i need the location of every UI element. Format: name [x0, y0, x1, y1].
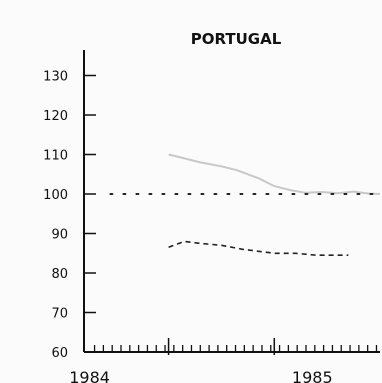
x-tick-label: 1984 — [69, 368, 110, 383]
series-layer — [109, 153, 381, 256]
y-tick-label: 90 — [51, 228, 68, 243]
y-tick-label: 100 — [43, 188, 68, 203]
ticks: 60 70 80 90 100 110 120 130 1984 1985 — [43, 70, 378, 383]
series-line-1 — [168, 153, 381, 195]
y-tick-label: 80 — [51, 267, 68, 282]
y-tick-label: 120 — [43, 109, 68, 124]
y-tick-label: 60 — [51, 346, 68, 361]
axes — [83, 50, 380, 353]
x-tick-label: 1985 — [292, 368, 333, 383]
series-line-3 — [168, 240, 349, 256]
chart-title: PORTUGAL — [191, 30, 282, 48]
y-tick-label: 110 — [43, 149, 68, 164]
y-tick-label: 70 — [51, 307, 68, 322]
y-tick-label: 130 — [43, 70, 68, 85]
